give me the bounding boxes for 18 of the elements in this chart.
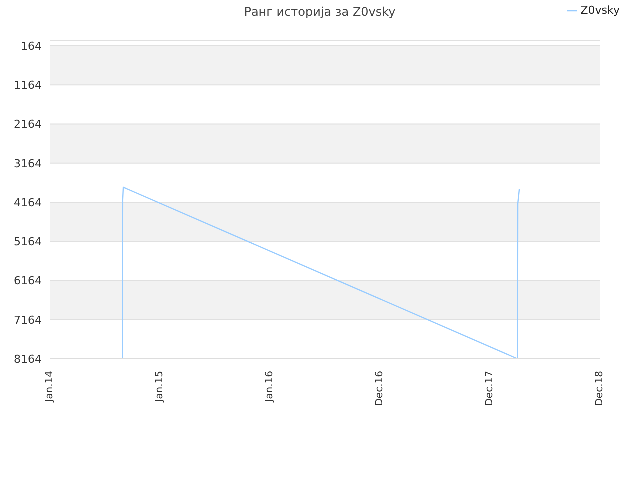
y-tick-label: 164 — [21, 40, 42, 53]
x-tick-label: Jan.15 — [154, 371, 166, 404]
y-tick-label: 6164 — [14, 274, 42, 288]
y-tick-label: 3164 — [14, 157, 42, 170]
y-tick-label: 7164 — [14, 314, 42, 327]
x-tick-label: Dec.17 — [484, 371, 496, 406]
y-tick-label: 1164 — [14, 79, 42, 92]
line-series — [122, 186, 520, 359]
y-tick-label: 4164 — [14, 196, 42, 210]
legend-label: Z0vsky — [580, 4, 620, 17]
chart-title: Ранг историја за Z0vsky — [244, 5, 396, 19]
x-tick-label: Dec.16 — [374, 371, 386, 406]
x-tick-label: Jan.14 — [44, 371, 56, 404]
y-tick-label: 5164 — [14, 236, 42, 249]
x-tick-label: Jan.16 — [264, 371, 276, 404]
y-tick-label: 2164 — [14, 118, 42, 132]
x-tick-label: Dec.18 — [594, 371, 606, 406]
y-tick-label: 8164 — [14, 352, 42, 366]
